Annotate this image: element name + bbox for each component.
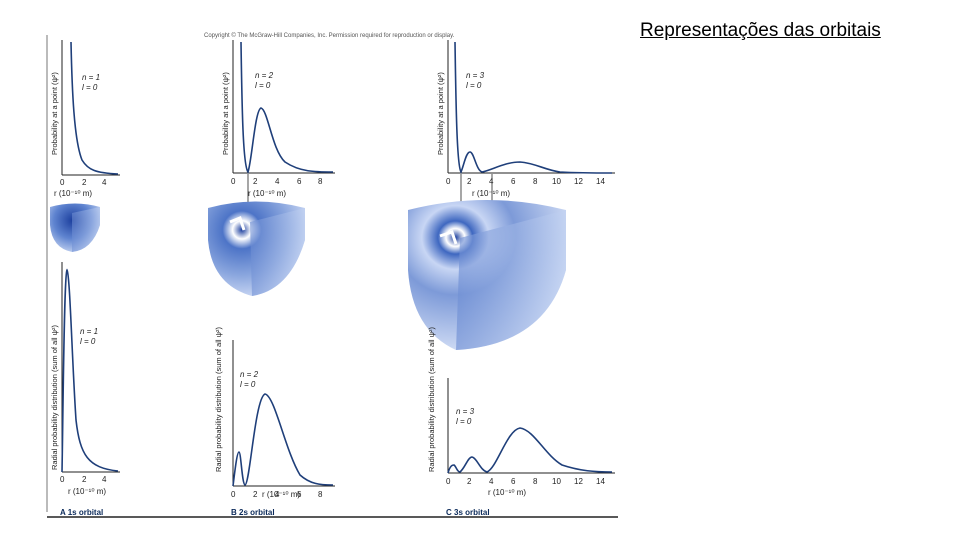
svg-text:6: 6 [297,490,302,499]
svg-text:6: 6 [511,177,516,186]
orbital-1s-sphere [50,203,100,252]
x-label: r (10⁻¹⁰ m) [488,488,526,497]
svg-text:0: 0 [446,477,451,486]
y-label: Probability at a point (ψ²) [436,72,445,155]
panel-label-3s: C 3s orbital [446,508,490,517]
x-ticks: 0 2 4 [60,178,107,187]
svg-text:6: 6 [297,177,302,186]
curve-1s-psi2 [70,41,119,175]
svg-text:14: 14 [596,477,605,486]
svg-text:8: 8 [533,177,538,186]
svg-text:4: 4 [102,475,107,484]
svg-text:4: 4 [489,477,494,486]
curve-2s-psi2 [240,41,334,174]
svg-text:12: 12 [574,477,583,486]
l-label: l = 0 [80,337,96,346]
curve-2s-radial [232,393,334,487]
svg-text:8: 8 [318,177,323,186]
svg-text:10: 10 [552,177,561,186]
n-label: n = 3 [466,71,485,80]
copyright-notice: Copyright © The McGraw-Hill Companies, I… [204,33,455,39]
svg-text:0: 0 [60,475,65,484]
svg-text:0: 0 [60,178,65,187]
x-label: r (10⁻¹⁰ m) [472,189,510,198]
svg-text:8: 8 [533,477,538,486]
l-label: l = 0 [255,81,271,90]
plot-2s-probability: Probability at a point (ψ²) n = 2 l = 0 … [221,40,335,222]
n-label: n = 1 [82,73,100,82]
svg-text:2: 2 [253,490,258,499]
svg-text:14: 14 [596,177,605,186]
curve-1s-radial [61,268,119,473]
x-ticks: 0 2 4 6 8 10 12 14 [446,177,605,186]
svg-text:6: 6 [511,477,516,486]
svg-text:8: 8 [318,490,323,499]
svg-text:2: 2 [82,178,87,187]
y-label: Probability at a point (ψ²) [50,72,59,155]
plot-3s-probability: Probability at a point (ψ²) n = 3 l = 0 … [436,40,615,234]
svg-text:0: 0 [231,177,236,186]
svg-text:2: 2 [467,477,472,486]
svg-text:4: 4 [489,177,494,186]
y-label: Probability at a point (ψ²) [221,72,230,155]
panel-label-2s: B 2s orbital [231,508,275,517]
y-label: Radial probability distribution (sum of … [214,327,223,472]
svg-text:4: 4 [275,177,280,186]
orbital-2s-sphere [208,201,305,296]
plot-1s-radial: Radial probability distribution (sum of … [50,262,120,517]
svg-text:12: 12 [574,177,583,186]
svg-text:2: 2 [467,177,472,186]
x-ticks: 0 2 4 6 8 [231,490,323,499]
x-label: r (10⁻¹⁰ m) [54,189,92,198]
svg-text:0: 0 [446,177,451,186]
n-label: n = 3 [456,407,475,416]
slide-title: Representações das orbitais [640,20,881,41]
n-label: n = 2 [240,370,259,379]
x-ticks: 0 2 4 6 8 10 12 14 [446,477,605,486]
plot-3s-radial: Radial probability distribution (sum of … [427,327,615,517]
svg-text:4: 4 [102,178,107,187]
svg-text:4: 4 [275,490,280,499]
l-label: l = 0 [82,83,98,92]
plot-1s-probability: Probability at a point (ψ²) n = 1 l = 0 … [50,40,120,198]
svg-text:0: 0 [231,490,236,499]
n-label: n = 1 [80,327,98,336]
curve-3s-psi2 [454,41,613,174]
svg-text:2: 2 [253,177,258,186]
svg-text:10: 10 [552,477,561,486]
orbital-3s-sphere [408,200,566,350]
n-label: n = 2 [255,71,274,80]
l-label: l = 0 [466,81,482,90]
x-label-2s-radial: r (10⁻¹⁰ m) [262,490,300,499]
y-label: Radial probability distribution (sum of … [50,325,59,470]
x-ticks: 0 2 4 6 8 [231,177,323,186]
x-label: r (10⁻¹⁰ m) [248,189,286,198]
x-ticks: 0 2 4 [60,475,107,484]
svg-text:2: 2 [82,475,87,484]
l-label: l = 0 [240,380,256,389]
y-label: Radial probability distribution (sum of … [427,327,436,472]
l-label: l = 0 [456,417,472,426]
x-label: r (10⁻¹⁰ m) [68,487,106,496]
curve-3s-radial [447,427,613,474]
panel-label-1s: A 1s orbital [60,508,103,517]
plot-2s-radial: Radial probability distribution (sum of … [214,327,335,517]
